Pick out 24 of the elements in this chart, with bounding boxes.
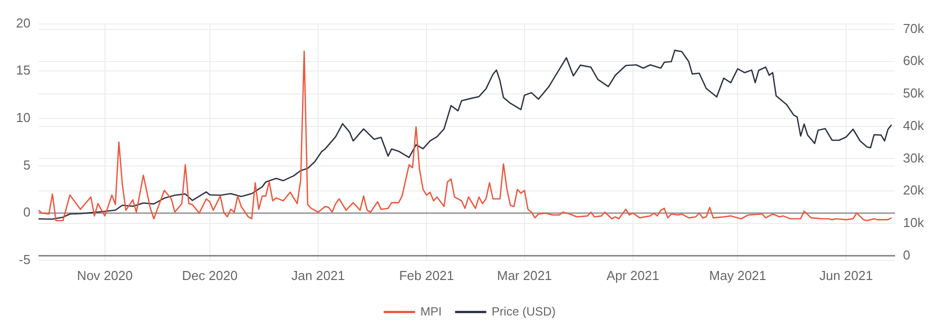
x-tick-label: Jan 2021	[291, 268, 345, 283]
legend-label: Price (USD)	[492, 304, 556, 318]
y2-tick-label: 20k	[903, 182, 924, 198]
x-tick-label: Mar 2021	[496, 268, 552, 283]
y2-tick-label: 40k	[903, 118, 924, 133]
y2-tick-label: 10k	[903, 214, 924, 230]
y-tick-label: 0	[23, 204, 30, 220]
y2-tick-label: 60k	[903, 53, 924, 68]
y-tick-label: -5	[18, 252, 30, 267]
y2-tick-label: 30k	[903, 150, 924, 166]
y2-tick-label: 0	[903, 247, 910, 262]
x-tick-label: Jun 2021	[819, 268, 873, 283]
x-tick-label: Apr 2021	[606, 268, 660, 283]
x-tick-label: May 2021	[709, 268, 766, 283]
x-tick-label: Nov 2020	[77, 268, 133, 283]
y-tick-label: 10	[16, 110, 30, 126]
y-tick-label: 5	[23, 157, 30, 172]
y2-tick-label: 50k	[903, 86, 924, 101]
x-tick-label: Feb 2021	[399, 268, 454, 283]
legend-label: MPI	[420, 304, 442, 318]
x-tick-label: Dec 2020	[182, 268, 238, 283]
y-tick-label: 20	[16, 15, 30, 30]
y2-tick-label: 70k	[903, 20, 924, 36]
y-tick-label: 15	[16, 62, 30, 78]
